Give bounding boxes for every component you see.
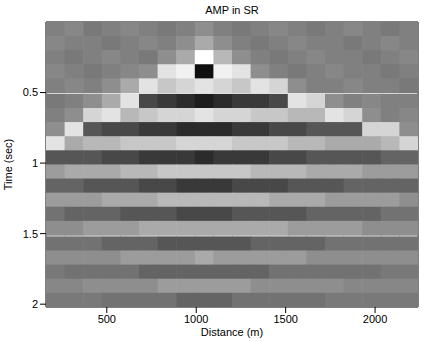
svg-text:0.5: 0.5 — [23, 86, 38, 98]
svg-text:1500: 1500 — [273, 313, 297, 325]
svg-text:1: 1 — [32, 157, 38, 169]
svg-text:1.5: 1.5 — [23, 228, 38, 240]
html-text:AMP in SR: AMP in SR — [205, 4, 259, 16]
svg-text:500: 500 — [98, 313, 116, 325]
svg-text:2: 2 — [32, 298, 38, 310]
svg-text:1000: 1000 — [184, 313, 208, 325]
svg-text:2000: 2000 — [363, 313, 387, 325]
svg-text:Distance (m): Distance (m) — [201, 326, 263, 338]
svg-text:Time (sec): Time (sec) — [2, 139, 14, 191]
